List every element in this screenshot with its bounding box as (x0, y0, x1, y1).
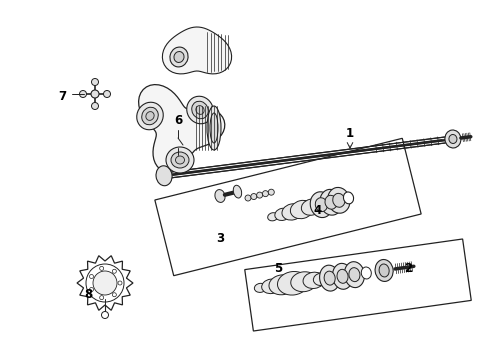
Polygon shape (245, 239, 471, 331)
Polygon shape (139, 85, 225, 172)
Ellipse shape (254, 283, 267, 292)
Ellipse shape (379, 264, 389, 277)
Text: 1: 1 (346, 126, 354, 140)
Circle shape (112, 293, 116, 297)
Circle shape (118, 281, 122, 285)
Ellipse shape (312, 199, 327, 211)
Ellipse shape (328, 188, 350, 213)
Polygon shape (155, 138, 421, 276)
Circle shape (92, 103, 98, 109)
Ellipse shape (268, 213, 278, 221)
Circle shape (90, 288, 94, 292)
Ellipse shape (174, 51, 184, 63)
Circle shape (263, 191, 269, 197)
Ellipse shape (269, 275, 295, 295)
Ellipse shape (333, 193, 345, 207)
Ellipse shape (315, 198, 327, 212)
Ellipse shape (175, 156, 185, 164)
Ellipse shape (344, 262, 365, 288)
Ellipse shape (170, 47, 188, 67)
Ellipse shape (210, 113, 218, 143)
Ellipse shape (137, 102, 163, 130)
Ellipse shape (361, 267, 371, 279)
Ellipse shape (207, 106, 221, 150)
Text: 5: 5 (274, 261, 282, 274)
Circle shape (103, 90, 111, 98)
Ellipse shape (192, 101, 208, 119)
Ellipse shape (291, 272, 317, 292)
Ellipse shape (233, 185, 242, 198)
Ellipse shape (337, 269, 348, 283)
Circle shape (93, 271, 117, 295)
Circle shape (257, 192, 263, 198)
Circle shape (245, 195, 251, 201)
Ellipse shape (320, 189, 342, 215)
Text: 2: 2 (404, 261, 412, 274)
Circle shape (79, 90, 87, 98)
Ellipse shape (156, 166, 172, 186)
Ellipse shape (275, 208, 290, 220)
Circle shape (99, 296, 104, 300)
Circle shape (101, 311, 108, 319)
Ellipse shape (343, 192, 354, 204)
Ellipse shape (301, 199, 322, 215)
Polygon shape (162, 27, 232, 74)
Text: 4: 4 (314, 203, 322, 216)
Ellipse shape (445, 130, 461, 148)
Ellipse shape (142, 107, 158, 125)
Text: 6: 6 (174, 113, 182, 126)
Ellipse shape (375, 260, 393, 282)
Circle shape (99, 266, 104, 270)
Ellipse shape (314, 273, 330, 285)
Polygon shape (77, 256, 133, 310)
Ellipse shape (171, 152, 189, 168)
Ellipse shape (349, 268, 360, 282)
Text: 8: 8 (84, 288, 92, 302)
Polygon shape (170, 137, 445, 178)
Ellipse shape (303, 272, 324, 288)
Ellipse shape (282, 204, 302, 220)
Ellipse shape (187, 96, 213, 124)
Ellipse shape (324, 271, 335, 285)
Ellipse shape (319, 265, 340, 291)
Circle shape (112, 269, 116, 273)
Circle shape (92, 78, 98, 86)
Ellipse shape (333, 264, 353, 289)
Ellipse shape (277, 271, 309, 295)
Ellipse shape (146, 112, 154, 120)
Ellipse shape (325, 195, 337, 209)
Ellipse shape (310, 192, 333, 217)
Ellipse shape (291, 200, 314, 219)
Ellipse shape (196, 105, 204, 114)
Circle shape (269, 189, 274, 195)
Circle shape (91, 90, 99, 98)
Text: 3: 3 (216, 231, 224, 244)
Ellipse shape (449, 135, 457, 144)
Text: 7: 7 (58, 90, 66, 103)
Circle shape (251, 194, 257, 199)
Circle shape (90, 274, 94, 279)
Ellipse shape (166, 147, 194, 173)
Ellipse shape (262, 279, 281, 294)
Ellipse shape (215, 190, 225, 202)
Circle shape (86, 264, 124, 302)
